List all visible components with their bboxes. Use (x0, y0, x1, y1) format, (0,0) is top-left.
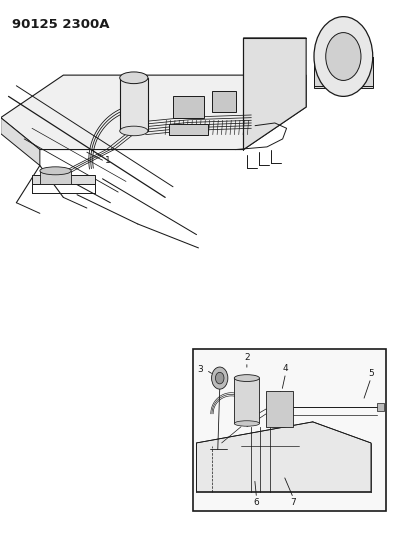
Text: 5: 5 (368, 369, 374, 378)
Ellipse shape (234, 421, 259, 426)
Bar (193, 349, 386, 511)
Circle shape (211, 367, 228, 389)
Polygon shape (1, 75, 306, 150)
Polygon shape (1, 118, 40, 165)
Text: 4: 4 (283, 364, 288, 373)
Ellipse shape (234, 375, 259, 382)
Ellipse shape (40, 167, 71, 175)
Polygon shape (314, 56, 373, 88)
Circle shape (314, 17, 373, 96)
Text: 6: 6 (253, 498, 259, 507)
Bar (266, 391, 294, 427)
Text: 7: 7 (290, 498, 296, 507)
Circle shape (215, 372, 224, 384)
Polygon shape (120, 78, 148, 131)
Circle shape (326, 33, 361, 80)
Polygon shape (212, 91, 236, 112)
Polygon shape (244, 38, 306, 150)
Bar (234, 378, 259, 424)
Text: 90125 2300A: 90125 2300A (13, 18, 110, 31)
Polygon shape (173, 96, 204, 118)
Polygon shape (196, 422, 371, 491)
Text: 1: 1 (105, 156, 110, 165)
Ellipse shape (120, 126, 148, 136)
Text: 3: 3 (197, 366, 203, 375)
Polygon shape (40, 171, 71, 184)
Ellipse shape (120, 72, 148, 84)
Bar (377, 403, 384, 411)
Polygon shape (169, 124, 208, 135)
Text: 2: 2 (244, 352, 250, 361)
Polygon shape (32, 175, 95, 184)
